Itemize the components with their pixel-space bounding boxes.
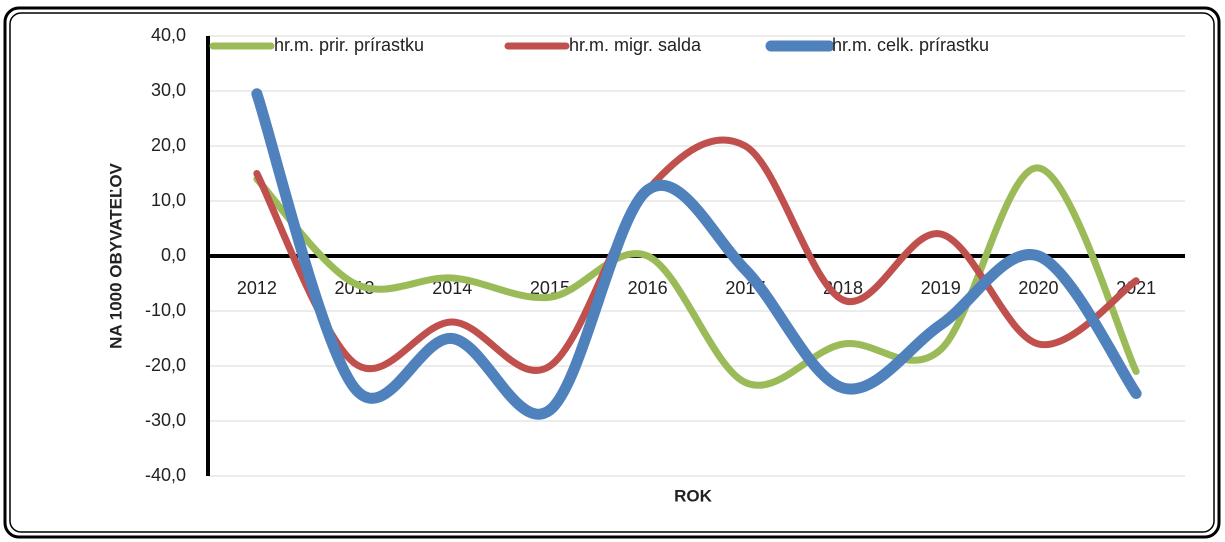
x-tick-label: 2016 [628,278,668,298]
x-tick-label: 2020 [1018,278,1058,298]
y-tick-label: 0,0 [161,245,186,265]
x-tick-label: 2019 [921,278,961,298]
y-tick-label: 40,0 [151,25,186,45]
legend-label: hr.m. prir. prírastku [274,35,424,55]
frame [3,6,1221,539]
y-tick-label: 20,0 [151,135,186,155]
y-tick-label: -20,0 [145,355,186,375]
y-tick-label: -30,0 [145,410,186,430]
y-tick-label: 30,0 [151,80,186,100]
legend-label: hr.m. migr. salda [569,35,702,55]
x-axis-title: ROK [674,486,713,505]
y-tick-label: 10,0 [151,190,186,210]
series-line [251,88,1142,420]
series-line [253,164,1140,389]
x-tick-label: 2013 [335,278,375,298]
frame-inner [9,12,1215,533]
y-axis-title: NA 1000 OBYVATEĽOV [106,162,125,348]
series-line [253,136,1140,374]
y-tick-label: -40,0 [145,465,186,485]
legend-label: hr.m. celk. prírastku [832,35,989,55]
y-tick-label: -10,0 [145,300,186,320]
x-tick-label: 2012 [237,278,277,298]
